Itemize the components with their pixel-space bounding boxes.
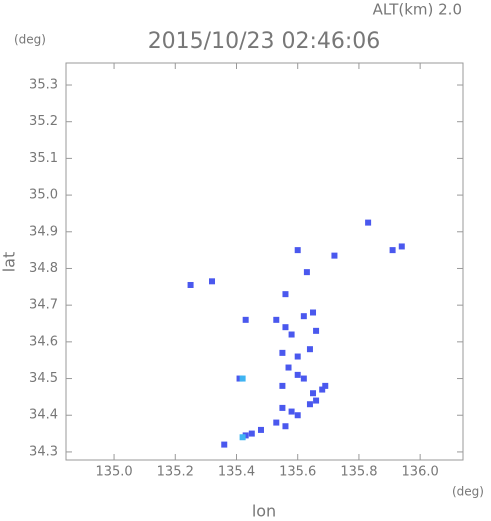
y-tick-label: 34.4 (29, 408, 58, 423)
echo-cell (331, 252, 338, 259)
echo-cell (279, 382, 286, 389)
echo-cell (306, 346, 313, 353)
echo-cell (389, 247, 396, 254)
chart-title: 2015/10/23 02:46:06 (148, 29, 381, 54)
x-tick-label: 136.0 (402, 465, 439, 480)
echo-cell (279, 349, 286, 356)
x-unit: (deg) (452, 485, 484, 499)
echo-cell (273, 419, 280, 426)
y-unit: (deg) (14, 33, 46, 47)
echo-cell (279, 404, 286, 411)
echo-cell (300, 313, 307, 320)
x-tick-label: 135.8 (340, 465, 377, 480)
x-tick-label: 135.0 (95, 465, 132, 480)
echo-cell (288, 331, 295, 338)
y-tick-label: 34.5 (29, 371, 58, 386)
echo-cell (365, 219, 372, 226)
echo-cell (398, 243, 405, 250)
echo-cell (310, 390, 317, 397)
echo-cell (248, 430, 255, 437)
echo-cell (282, 324, 289, 331)
echo-cell (282, 291, 289, 298)
echo-cell (242, 316, 249, 323)
echo-cell (209, 278, 216, 285)
y-tick-label: 35.1 (29, 151, 58, 166)
y-tick-label: 34.6 (29, 334, 58, 349)
x-tick-label: 135.2 (157, 465, 194, 480)
x-axis-label: lon (252, 502, 276, 521)
plot-frame (65, 62, 464, 461)
echo-cell (322, 382, 329, 389)
y-tick-label: 34.9 (29, 224, 58, 239)
x-tick-label: 135.6 (279, 465, 316, 480)
y-tick-label: 34.7 (29, 298, 58, 313)
echo-cell (294, 247, 301, 254)
echo-cell (236, 375, 243, 382)
echo-cell (282, 423, 289, 430)
echo-cell (285, 364, 292, 371)
subtitle: ALT(km) 2.0 (373, 1, 462, 19)
echo-cell (288, 408, 295, 415)
echo-cell (242, 432, 249, 439)
y-tick-label: 35.0 (29, 188, 58, 203)
echo-cell (273, 316, 280, 323)
echo-cell (300, 375, 307, 382)
echo-cell (319, 386, 326, 393)
echo-cell (303, 269, 310, 276)
echo-cell (239, 375, 246, 382)
echo-cell (294, 412, 301, 419)
echo-cell (313, 397, 320, 404)
y-tick-label: 34.8 (29, 261, 58, 276)
echo-cell (310, 309, 317, 316)
echo-cell (294, 353, 301, 360)
echo-cell (306, 401, 313, 408)
echo-cell (221, 441, 228, 448)
echo-cell (257, 426, 264, 433)
y-tick-label: 34.3 (29, 444, 58, 459)
y-tick-label: 35.3 (29, 78, 58, 93)
y-axis-label: lat (0, 252, 19, 273)
echo-cell (187, 281, 194, 288)
echo-cell (294, 371, 301, 378)
echo-cell (239, 434, 246, 441)
echo-cell (313, 327, 320, 334)
x-tick-label: 135.4 (218, 465, 255, 480)
y-tick-label: 35.2 (29, 114, 58, 129)
